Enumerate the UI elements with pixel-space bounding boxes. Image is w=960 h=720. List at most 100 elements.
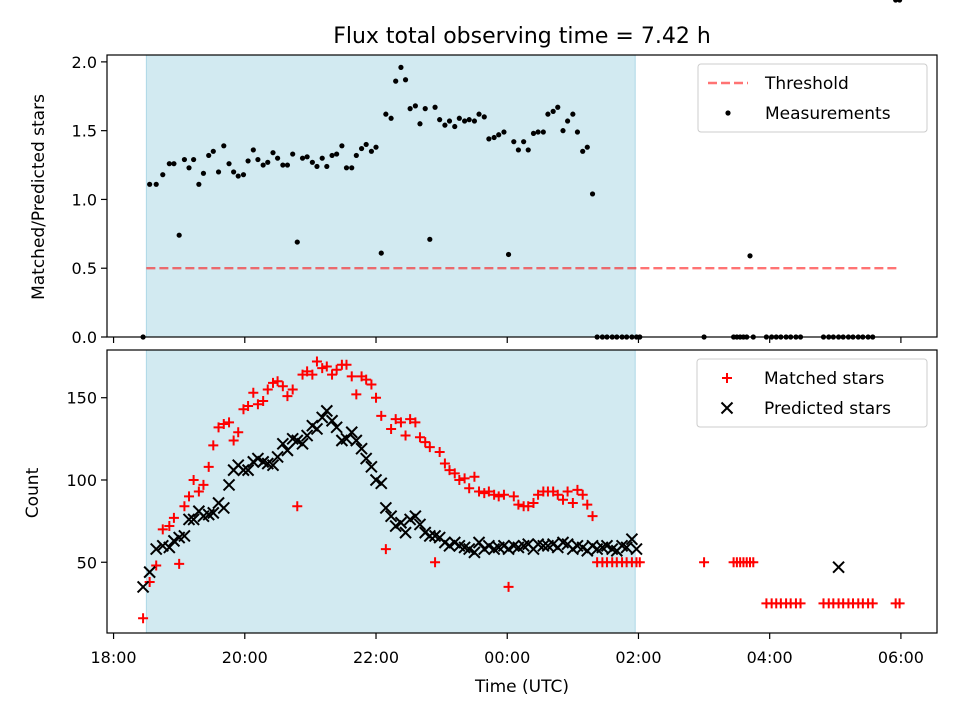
observing-window [145,349,636,634]
measurement-point [560,128,566,134]
matched-point [577,489,588,500]
matched-point [317,363,328,374]
measurement-point [437,117,443,123]
legend-label: Measurements [765,104,891,124]
matched-point [292,501,303,512]
predicted-point [345,426,358,439]
measurement-point [280,162,286,168]
legend-label: Matched stars [764,369,884,389]
axes-frame [106,54,938,338]
predicted-point [300,429,314,442]
matched-point [459,473,470,484]
measurement-point [747,253,753,259]
predicted-point [163,541,176,554]
matched-point [386,423,397,434]
measurement-point [245,158,251,164]
predicted-point [399,526,412,539]
predicted-point [625,533,639,546]
predicted-point [468,546,481,559]
matched-point [157,524,168,535]
measurement-point [378,250,384,256]
predicted-point [320,404,334,418]
matched-point [233,427,244,438]
measurement-point [383,111,389,117]
matched-point [282,391,293,402]
measurement-point [368,148,375,154]
predicted-point [296,437,309,450]
matched-point [424,442,435,453]
measurement-point [574,129,581,135]
matched-point [351,389,362,400]
matched-point [138,613,149,624]
predicted-point [281,444,294,457]
matched-point [420,437,431,448]
matched-point [503,581,514,592]
matched-point [258,396,269,407]
predicted-point [150,542,163,556]
measurement-point [176,232,182,238]
measurement-point [339,143,345,149]
predicted-point [217,501,230,515]
matched-point [179,501,190,512]
measurement-point [427,236,433,242]
axes-frame [106,349,938,634]
measurement-point [166,161,172,167]
matched-point [366,379,377,390]
legend-label: Predicted stars [764,399,891,419]
measurement-point [422,106,428,112]
predicted-point [375,477,388,490]
x-tick-label: 22:00 [353,648,399,667]
predicted-point [355,442,368,455]
predicted-point [359,452,373,465]
matched-point [164,521,175,532]
measurement-point [393,78,399,84]
matched-point [414,432,425,443]
matched-point [867,598,878,609]
measurement-point [432,104,438,110]
measurement-point [373,144,379,150]
predicted-point [136,580,150,594]
predicted-point [413,518,427,531]
matched-point [268,377,278,388]
measurement-point [407,106,413,112]
measurement-point [319,155,325,161]
measurement-point [215,169,222,175]
measurement-point [452,123,458,130]
matched-point [277,381,288,392]
matched-point [243,400,254,411]
predicted-point [207,506,220,520]
matched-point [400,430,411,441]
matched-point [469,471,480,482]
measurement-point [511,139,517,145]
measurement-point [329,152,335,159]
predicted-point [187,513,200,526]
measurement-point [255,156,261,163]
measurement-point [309,159,315,165]
measurement-point [501,129,507,135]
matched-point [493,491,504,502]
matched-point [228,435,239,446]
predicted-point [537,539,550,553]
measurement-point [260,162,266,168]
matched-point [248,387,259,398]
matched-point [188,474,199,485]
matched-point [272,376,283,387]
measurement-point [461,118,468,124]
measurement-point [446,118,453,124]
measurement-point [491,134,497,141]
predicted-point [276,437,290,450]
measurement-point [471,118,478,124]
x-tick-label: 20:00 [222,648,268,667]
matched-point [262,384,273,395]
measurement-point [570,111,576,117]
matched-point [193,486,204,497]
measurement-point [893,0,899,3]
predicted-point [316,411,329,424]
predicted-point [832,560,845,574]
matched-point [361,374,372,385]
measurement-point [186,165,192,171]
matched-point [203,461,214,472]
matched-point [371,392,382,403]
measurement-point [265,159,271,165]
legend-predicted-swatch [720,401,734,415]
